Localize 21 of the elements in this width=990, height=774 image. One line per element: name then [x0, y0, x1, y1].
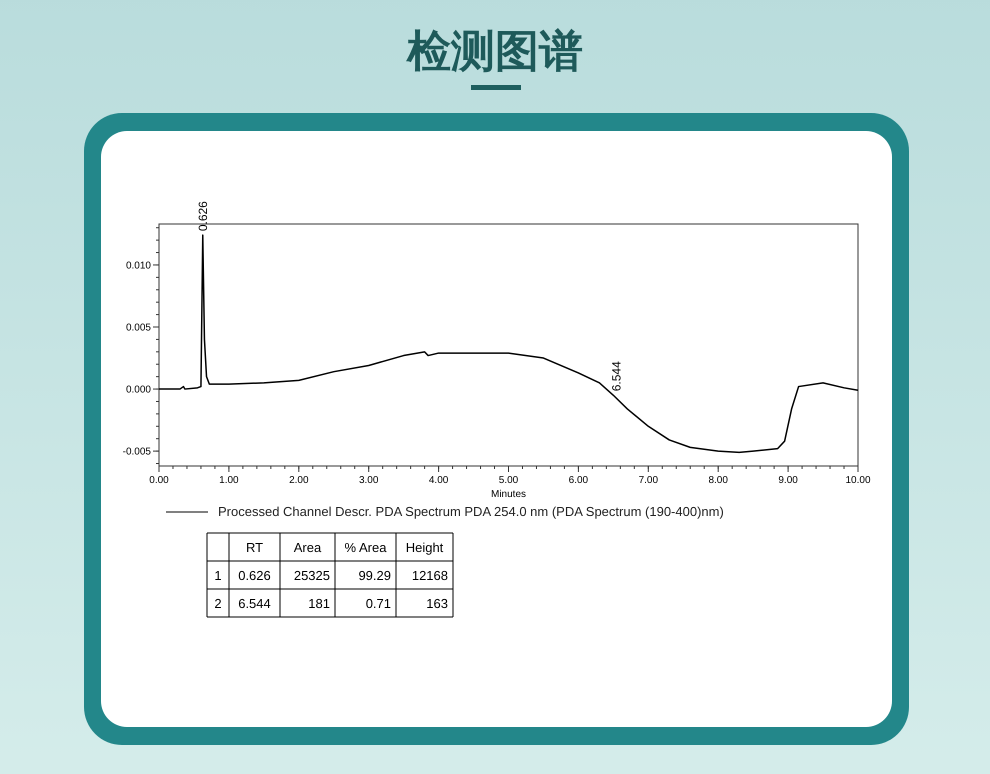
annotation: 0.626	[196, 200, 210, 232]
x-tick-label: 9.00	[778, 475, 798, 486]
x-tick-label: 6.00	[568, 475, 589, 486]
x-tick-label: 4.00	[428, 475, 449, 486]
x-tick-label: 0.00	[149, 475, 170, 486]
chart-title: 检测图谱	[405, 26, 583, 77]
x-tick-label: 2.00	[289, 475, 309, 486]
x-tick-label: 3.00	[358, 475, 379, 486]
x-tick-label: 7.00	[638, 475, 658, 486]
x-tick-label: 8.00	[708, 475, 728, 486]
legend-label: Processed Channel Descr. PDA Spectrum PDA 254.0 nm (PDA Spectrum (190-400)nm)	[218, 504, 724, 519]
annotation: 6.544	[609, 360, 624, 392]
x-tick-label: 10.00	[845, 475, 871, 486]
x-tick-label: 1.00	[219, 475, 240, 486]
y-tick-label: -0.005	[122, 446, 152, 458]
x-tick-label: 5.00	[498, 475, 519, 486]
table: RT Area % Area Height 1 0.626 25325 99.29 12168 2 6.544 181 0.71 163	[206, 532, 454, 618]
y-tick-label: 0.005	[126, 322, 152, 334]
y-tick-label: 0.010	[126, 260, 152, 272]
x-axis-title: Minutes	[490, 489, 526, 500]
y-tick-label: 0.000	[126, 384, 152, 396]
